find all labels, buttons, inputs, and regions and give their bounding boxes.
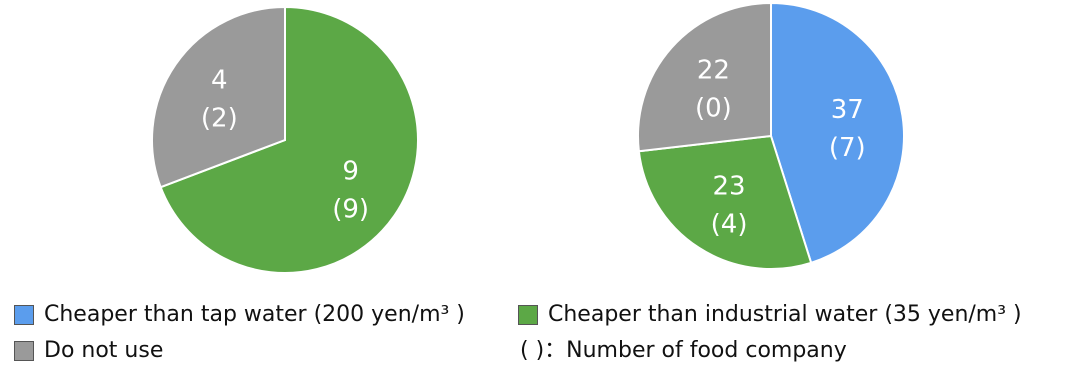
pie1-value-label-cheaper-than-industrial-water-35-yen-m: 9 (342, 156, 359, 186)
legend-item-tap-water: Cheaper than tap water (200 yen/m³ ) (14, 302, 465, 328)
legend-swatch-industrial-water (518, 305, 538, 325)
pie2-company-label-cheaper-than-industrial-water-35-yen-m: (4) (711, 210, 748, 240)
legend-label-do-not-use: Do not use (44, 338, 164, 363)
pie1-value-label-do-not-use: 4 (211, 66, 228, 96)
legend-item-do-not-use: Do not use (14, 338, 163, 364)
legend-note: ( )：Number of food company (520, 338, 847, 364)
legend-label-industrial-water: Cheaper than industrial water (35 yen/m³… (548, 302, 1022, 327)
pie2-value-label-cheaper-than-tap-water-200-yen-m: 37 (831, 95, 864, 125)
pie1-company-label-do-not-use: (2) (201, 104, 238, 134)
legend-swatch-do-not-use (14, 341, 34, 361)
pie-chart-2: 37 (7) 23 (4) 22 (0) (637, 1, 905, 270)
legend-swatch-tap-water (14, 305, 34, 325)
pie2-company-label-do-not-use: (0) (695, 94, 732, 124)
pie2-slice-do-not-use (637, 1, 772, 153)
pie2-slice-cheaper-than-tap-water-200-yen-m (770, 1, 905, 265)
pie1-company-label-cheaper-than-industrial-water-35-yen-m: (9) (332, 194, 369, 224)
pie2-slice-cheaper-than-industrial-water-35-yen-m (637, 134, 813, 270)
pie2-company-label-cheaper-than-tap-water-200-yen-m: (7) (829, 133, 866, 163)
legend-note-text: ( )：Number of food company (520, 338, 847, 363)
legend-item-industrial-water: Cheaper than industrial water (35 yen/m³… (518, 302, 1022, 328)
legend-label-tap-water: Cheaper than tap water (200 yen/m³ ) (44, 302, 465, 327)
pie2-value-label-cheaper-than-industrial-water-35-yen-m: 23 (713, 172, 746, 202)
pie1-slice-cheaper-than-industrial-water-35-yen-m (159, 5, 419, 274)
pie-charts: 9 (9) 4 (2) 37 (7) 23 (4) 22 (0) (151, 1, 905, 274)
pie-chart-1: 9 (9) 4 (2) (151, 5, 419, 274)
pie2-value-label-do-not-use: 22 (697, 56, 730, 86)
pie1-slice-do-not-use (151, 5, 286, 189)
